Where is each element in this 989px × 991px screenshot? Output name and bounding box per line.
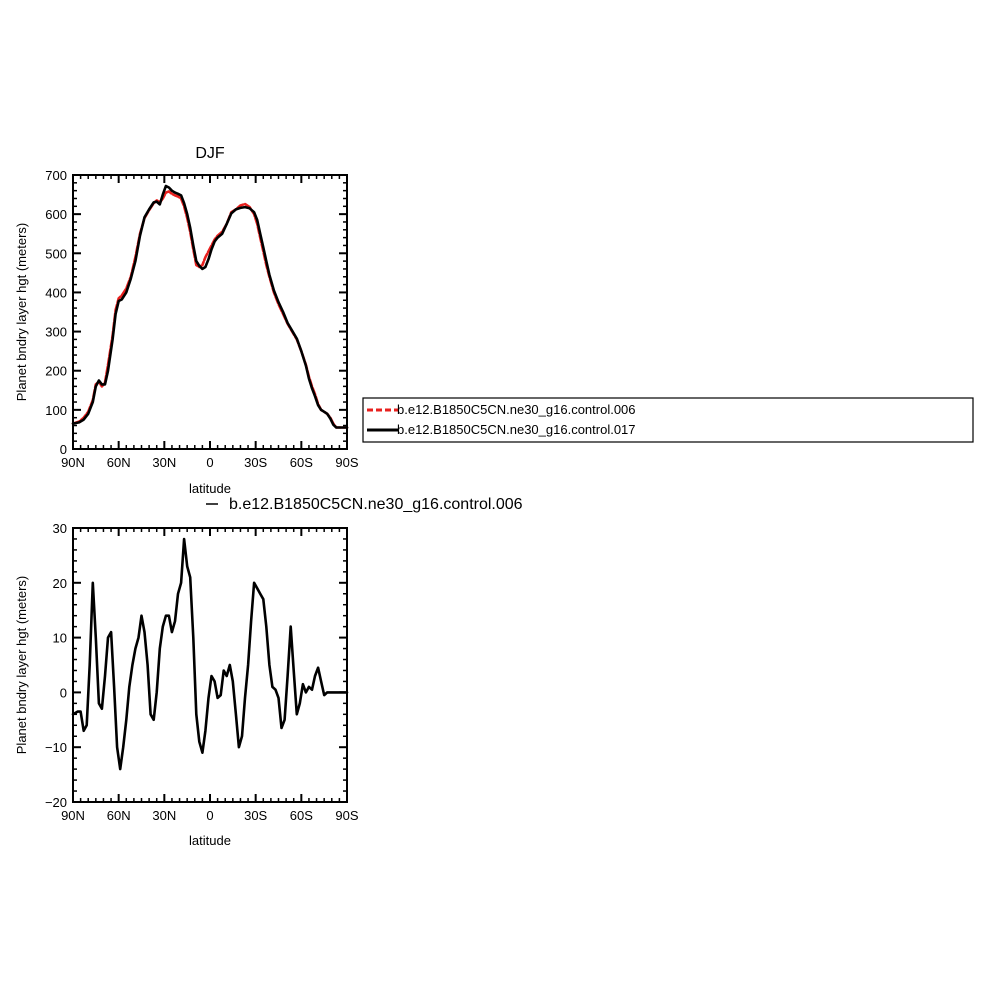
y-tick-label: 0 [60,685,67,700]
x-tick-label: 60N [107,808,131,823]
y-tick-label: 500 [45,246,67,261]
y-tick-label: 30 [53,521,67,536]
series-line-1-0 [71,537,349,771]
top-chart: DJF 90N 60N 30N 0 30S 60S 90S 0 100 200 300 400 500 6… [14,145,359,496]
chart-title: DJF [195,145,225,162]
y-tick-label: −10 [45,740,67,755]
x-tick-label: 90N [61,808,85,823]
x-tick-label: 0 [206,455,213,470]
legend-label-control-006: b.e12.B1850C5CN.ne30_g16.control.006 [397,402,636,417]
bottom-y-axis-label: Planet bndry layer hgt (meters) [14,576,29,754]
y-tick-label: 100 [45,403,67,418]
top-ticks: 90N 60N 30N 0 30S 60S 90S 0 100 200 300 400 500 600 70… [45,168,359,470]
top-plot-frame [72,174,348,450]
bottom-series-group [71,537,349,771]
x-tick-label: 90S [335,808,358,823]
x-tick-label: 30N [152,808,176,823]
x-tick-label: 90N [61,455,85,470]
x-tick-label: 60S [290,808,313,823]
y-tick-label: 600 [45,207,67,222]
bottom-subtitle: b.e12.B1850C5CN.ne30_g16.control.006 [206,496,523,513]
top-y-axis-label: Planet bndry layer hgt (meters) [14,223,29,401]
bottom-ticks: 90N 60N 30N 0 30S 60S 90S −20 −10 0 10 20 30 [45,521,359,823]
y-tick-label: 20 [53,576,67,591]
bottom-chart: b.e12.B1850C5CN.ne30_g16.control.006 90N… [14,496,523,848]
top-x-axis-label: latitude [189,481,231,496]
x-tick-label: 30S [244,455,267,470]
x-tick-label: 30N [152,455,176,470]
y-tick-label: 300 [45,325,67,340]
legend-box [362,397,974,443]
series-line-0-1 [71,184,349,429]
bottom-x-axis-label: latitude [189,833,231,848]
x-tick-label: 0 [206,808,213,823]
legend: b.e12.B1850C5CN.ne30_g16.control.006 b.e… [362,397,974,443]
top-series-group [71,184,349,429]
bottom-subtitle-text: b.e12.B1850C5CN.ne30_g16.control.006 [229,496,523,513]
series-line-0-0 [71,190,349,429]
y-tick-label: 200 [45,364,67,379]
x-tick-label: 60S [290,455,313,470]
x-tick-label: 30S [244,808,267,823]
y-tick-label: 700 [45,168,67,183]
y-tick-label: 10 [53,631,67,646]
y-tick-label: 400 [45,285,67,300]
y-tick-label: −20 [45,795,67,810]
legend-label-control-017: b.e12.B1850C5CN.ne30_g16.control.017 [397,422,636,437]
x-tick-label: 90S [335,455,358,470]
y-tick-label: 0 [60,442,67,457]
x-tick-label: 60N [107,455,131,470]
